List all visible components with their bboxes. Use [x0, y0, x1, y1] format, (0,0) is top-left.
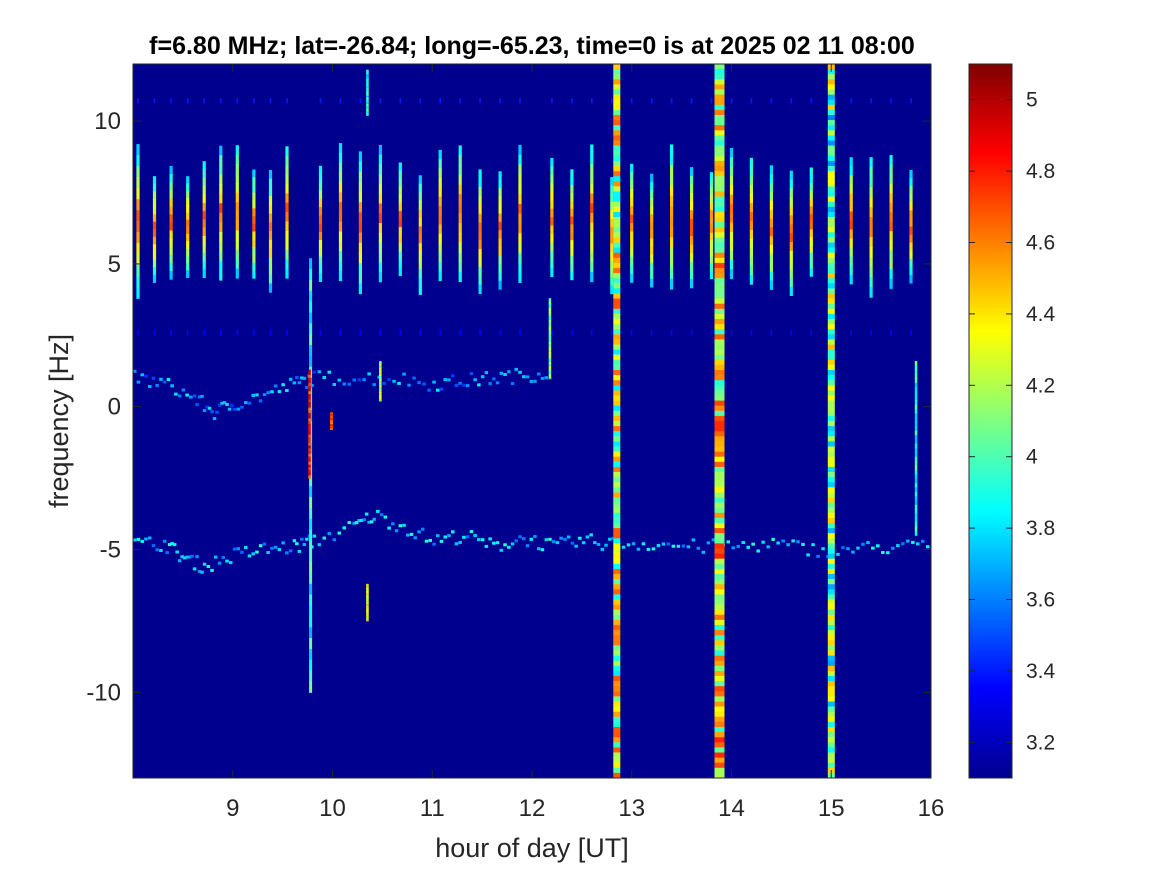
x-tick-label: 13: [618, 795, 645, 822]
pulse-streak: [378, 98, 382, 336]
event-patch: [366, 69, 369, 116]
y-tick-label: 10: [94, 108, 121, 135]
x-tick-label: 11: [420, 795, 445, 822]
broadband-burst: [827, 64, 835, 778]
colorbar-tick-label: 3.4: [1026, 660, 1056, 683]
colorbar-tick-label: 4.6: [1026, 232, 1055, 255]
pulse-streak: [769, 98, 773, 336]
x-axis-ticks: 9 10 11 12 13 14 15 16: [226, 64, 944, 822]
event-streak: [309, 258, 313, 693]
y-tick-label: -10: [86, 679, 121, 706]
x-axis-label: hour of day [UT]: [435, 833, 629, 863]
pulse-streak: [789, 98, 793, 336]
x-tick-label: 16: [918, 795, 945, 822]
pulse-streak: [136, 98, 140, 336]
colorbar-tick-label: 3.8: [1026, 517, 1055, 540]
colorbar-tick-label: 4: [1026, 446, 1038, 469]
pulse-streak: [909, 98, 913, 336]
pulse-streak: [670, 98, 674, 336]
x-tick-label: 10: [319, 795, 346, 822]
pulse-streak: [318, 98, 323, 336]
pulse-streak: [219, 98, 223, 336]
event-streak: [548, 298, 552, 379]
y-tick-label: 5: [108, 251, 121, 278]
pulse-streak: [690, 98, 694, 336]
doppler-trace-lower: [133, 509, 930, 574]
y-tick-label: -5: [100, 537, 121, 564]
plot-area: [133, 64, 931, 778]
pulse-streak: [478, 98, 482, 336]
x-tick-label: 14: [718, 795, 745, 822]
pulse-streak: [186, 98, 190, 336]
colorbar-ticks: 5 4.8 4.6 4.4 4.2 4 3.8 3.6 3.4 3.2: [969, 89, 1056, 754]
pulse-streak: [418, 98, 422, 336]
chart-title: f=6.80 MHz; lat=-26.84; long=-65.23, tim…: [149, 32, 915, 60]
broadband-burst: [714, 64, 725, 778]
pulse-streak: [889, 98, 893, 336]
pulse-streak: [849, 98, 853, 336]
colorbar: [968, 63, 1013, 779]
doppler-trace-upper: [133, 367, 552, 421]
pulse-streak: [610, 98, 614, 336]
pulse-streak: [749, 98, 753, 336]
x-tick-label: 12: [519, 795, 546, 822]
x-tick-label: 9: [226, 795, 239, 822]
event-streak: [308, 369, 311, 479]
event-patch: [330, 412, 333, 430]
colorbar-tick-label: 5: [1026, 89, 1038, 112]
colorbar-tick-label: 4.2: [1026, 374, 1055, 397]
pulse-streak: [338, 98, 343, 336]
pulse-streak: [458, 98, 462, 336]
pulse-streak: [590, 98, 594, 336]
pulse-streak: [252, 98, 256, 336]
y-axis-label: frequency [Hz]: [44, 334, 74, 508]
y-tick-label: 0: [108, 394, 121, 421]
event-patch: [379, 361, 382, 402]
pulse-streak: [498, 98, 502, 336]
colorbar-tick-label: 4.4: [1026, 303, 1056, 326]
event-streak: [914, 361, 918, 536]
colorbar-tick-label: 3.2: [1026, 731, 1055, 754]
pulse-streak: [398, 98, 402, 336]
pulse-streak: [169, 98, 173, 336]
pulse-streak: [202, 98, 206, 336]
pulse-streak: [809, 98, 813, 336]
broadband-burst: [613, 64, 621, 778]
pulse-streak: [152, 98, 157, 336]
pulse-streak: [570, 98, 574, 336]
pulse-streak: [358, 98, 362, 336]
pulse-streak: [235, 98, 239, 336]
colorbar-tick-label: 3.6: [1026, 589, 1055, 612]
pulse-streak: [869, 98, 873, 336]
x-tick-label: 15: [818, 795, 845, 822]
pulse-streak: [438, 98, 442, 336]
pulse-streak: [709, 98, 714, 336]
pulse-streak: [268, 98, 273, 336]
y-axis-ticks: 10 5 0 -5 -10: [86, 108, 931, 706]
pulse-streak: [729, 98, 734, 336]
pulse-streak: [550, 98, 554, 336]
event-patch: [366, 583, 369, 622]
colorbar-tick-label: 4.8: [1026, 160, 1055, 183]
pulse-streak: [650, 98, 654, 336]
pulse-streak: [285, 98, 289, 336]
pulse-streak: [518, 98, 522, 336]
pulse-streak: [630, 98, 634, 336]
